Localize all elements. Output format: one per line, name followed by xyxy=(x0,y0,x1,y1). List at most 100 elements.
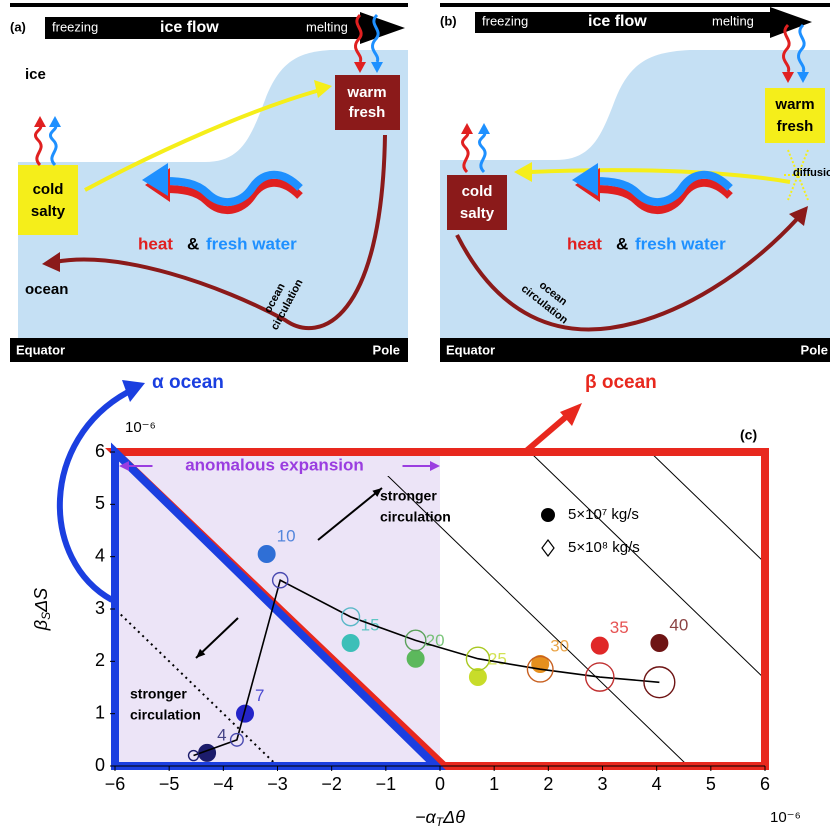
annotation-label: stronger xyxy=(130,686,187,702)
open-marker xyxy=(271,571,289,589)
fresh-label: fresh xyxy=(349,104,386,121)
panel-b: (b) freezing ice flow melting warm fresh… xyxy=(440,3,830,362)
cold-label: cold xyxy=(33,181,64,198)
y-tick-label: 3 xyxy=(95,598,105,618)
ice-flow-label: ice flow xyxy=(160,19,219,36)
open-marker xyxy=(229,732,244,747)
equator-label: Equator xyxy=(446,342,495,357)
circulation-arrow xyxy=(455,216,800,332)
diffusion-stroke xyxy=(787,149,809,201)
x-multiplier: 10⁻⁶ xyxy=(770,809,801,826)
diffusion-label: diffusion xyxy=(793,167,830,179)
legend-label: 5×10⁸ kg/s xyxy=(568,539,640,556)
point-label: 4 xyxy=(217,725,226,744)
open-marker xyxy=(465,646,491,671)
and-label: & xyxy=(187,234,199,253)
arrowhead xyxy=(789,206,808,226)
surface-flow-arrow xyxy=(84,88,321,192)
heat-flux-arrow xyxy=(461,131,470,174)
x-tick-label: −5 xyxy=(159,774,180,794)
surface-flow-arrow xyxy=(529,168,791,184)
salty-label: salty xyxy=(31,203,66,220)
panel-label: (c) xyxy=(740,427,757,443)
fresh-transport-arrow xyxy=(594,170,733,206)
label-bg xyxy=(152,456,403,476)
x-tick-label: −1 xyxy=(376,774,397,794)
diffusion-stroke xyxy=(787,149,809,201)
x-tick-label: −2 xyxy=(321,774,342,794)
arrowhead xyxy=(34,116,46,127)
x-tick-label: −3 xyxy=(267,774,288,794)
x-axis-title-part: T xyxy=(436,815,445,829)
arrowhead xyxy=(196,648,206,658)
ice-flow-arrow xyxy=(475,7,812,38)
beta-arrow xyxy=(523,413,569,455)
bottom-bar xyxy=(10,338,408,362)
filled-marker xyxy=(341,634,360,653)
panel-label: (a) xyxy=(10,19,26,34)
open-marker xyxy=(341,607,361,627)
x-tick-label: 1 xyxy=(489,774,499,794)
arrowhead xyxy=(572,163,598,196)
alpha-arrow xyxy=(57,389,130,603)
point-label: 35 xyxy=(610,618,629,637)
fresh-flux-arrow xyxy=(478,131,487,174)
legend-label: 5×10⁷ kg/s xyxy=(568,506,639,523)
y-tick-label: 2 xyxy=(95,650,105,670)
circulation-arrow xyxy=(54,134,387,331)
x-tick-label: 3 xyxy=(597,774,607,794)
filled-marker xyxy=(590,636,609,655)
isoline xyxy=(362,452,689,766)
legend-marker xyxy=(541,539,555,557)
annotation-label: stronger xyxy=(380,488,437,504)
y-axis-title-part: ΔS xyxy=(31,588,51,613)
open-marker xyxy=(643,666,676,699)
and-label: & xyxy=(616,234,628,253)
y-tick-label: 6 xyxy=(95,441,105,461)
arrowhead xyxy=(372,488,382,497)
ice-flow-arrow xyxy=(45,12,405,44)
salty-label: salty xyxy=(460,205,495,222)
x-tick-label: 4 xyxy=(652,774,662,794)
beta-label: β ocean xyxy=(585,372,657,393)
x-axis-title-part: Δθ xyxy=(442,807,465,827)
arrowhead xyxy=(49,116,61,127)
panel-a: (a) freezing ice flow melting ice ocean … xyxy=(10,3,408,362)
filled-marker xyxy=(468,668,487,687)
x-tick-label: 2 xyxy=(543,774,553,794)
y-tick-label: 5 xyxy=(95,493,105,513)
arrowhead xyxy=(560,403,582,426)
arrowhead xyxy=(461,123,473,134)
arrowhead xyxy=(430,461,440,471)
arrowhead xyxy=(142,163,168,196)
isoline xyxy=(529,452,765,680)
expansion-label: anomalous expansion xyxy=(185,455,364,474)
arrowhead xyxy=(782,72,794,83)
x-axis-title: −αTΔθ xyxy=(415,807,465,829)
heat-flux-arrow xyxy=(354,13,363,63)
freezing-label: freezing xyxy=(52,19,98,34)
isoline xyxy=(649,452,765,564)
cold-salty-box xyxy=(447,175,507,230)
fresh-water-label: fresh water xyxy=(206,234,297,253)
point-label: 30 xyxy=(550,636,569,655)
alpha-label: α ocean xyxy=(152,372,224,393)
freezing-label: freezing xyxy=(482,13,528,28)
heat-flux-arrow xyxy=(782,23,791,73)
annotation-label: circulation xyxy=(380,509,451,525)
x-tick-label: −6 xyxy=(105,774,126,794)
heat-transport-arrow xyxy=(594,178,733,214)
open-marker xyxy=(526,655,554,683)
x-tick-label: −4 xyxy=(213,774,234,794)
fresh-water-label: fresh water xyxy=(635,234,726,253)
legend-marker xyxy=(541,508,555,522)
arrowhead xyxy=(371,62,383,73)
y-tick-label: 0 xyxy=(95,755,105,775)
filled-marker xyxy=(236,704,254,723)
heat-transport-arrow xyxy=(164,178,303,214)
point-label: 7 xyxy=(255,686,264,705)
fresh-label: fresh xyxy=(777,118,814,135)
point-label: 25 xyxy=(488,650,507,669)
